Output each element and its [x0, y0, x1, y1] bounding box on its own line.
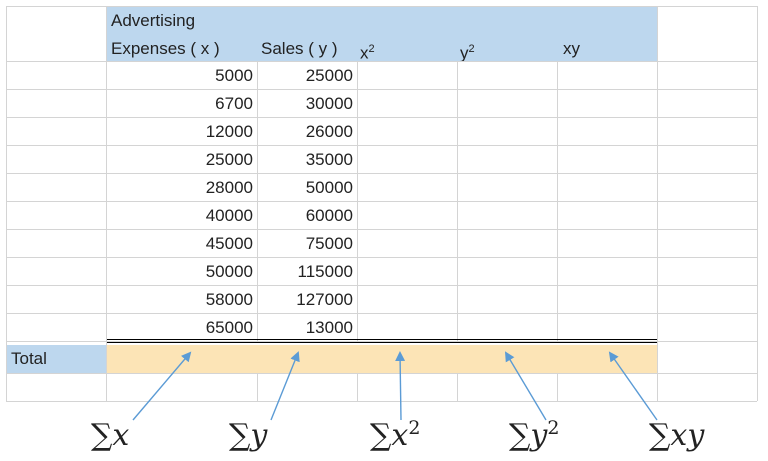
grid-hline: [6, 6, 757, 7]
grid-vline: [557, 373, 558, 401]
header-advertising: Advertising: [111, 11, 196, 30]
cell-y: 35000: [305, 150, 353, 169]
grid-hline: [6, 313, 757, 314]
cell-x: 58000: [205, 290, 253, 309]
cell-y: 60000: [305, 206, 353, 225]
grid-vline: [106, 6, 107, 401]
arrow-sum-xy: [608, 351, 658, 421]
formula-sum-y2: ∑y2: [509, 417, 560, 453]
grid-vline: [657, 6, 658, 401]
grid-vline: [757, 6, 758, 401]
grid-hline: [6, 61, 757, 62]
cell-x: 65000: [205, 318, 253, 337]
arrow-sum-y2: [504, 351, 547, 421]
grid-hline: [6, 401, 757, 402]
formula-sum-x2: ∑x2: [370, 417, 421, 453]
grid-hline: [6, 89, 757, 90]
header-y-squared: y2: [460, 43, 475, 63]
grid-hline: [6, 373, 757, 374]
cell-y: 115000: [297, 262, 353, 281]
grid-vline: [457, 373, 458, 401]
grid-vline: [457, 61, 458, 341]
header-x-squared: x2: [360, 43, 375, 63]
grid-vline: [357, 61, 358, 341]
header-xy: xy: [563, 39, 580, 58]
cell-x: 50000: [205, 262, 253, 281]
header-band: [107, 6, 657, 61]
cell-x: 6700: [215, 94, 253, 113]
cell-y: 26000: [305, 122, 353, 141]
cell-y: 127000: [296, 290, 353, 309]
grid-hline: [6, 173, 757, 174]
cell-y: 75000: [305, 234, 353, 253]
formula-sum-x: ∑x: [91, 418, 130, 453]
total-values-band: [107, 345, 657, 373]
cell-y: 25000: [305, 66, 353, 85]
cell-y: 13000: [305, 318, 353, 337]
cell-x: 40000: [205, 206, 253, 225]
grid-hline: [6, 229, 757, 230]
cell-y: 30000: [305, 94, 353, 113]
grid-hline: [6, 257, 757, 258]
arrow-sum-y: [270, 351, 300, 421]
header-sales-y: Sales ( y ): [261, 39, 338, 58]
grid-vline: [6, 6, 7, 401]
cell-x: 25000: [205, 150, 253, 169]
total-label-cell: Total: [6, 345, 106, 373]
grid-vline: [357, 373, 358, 401]
cell-x: 5000: [215, 66, 253, 85]
header-expenses-x: Expenses ( x ): [111, 39, 220, 58]
grid-vline: [257, 373, 258, 401]
formula-sum-xy: ∑xy: [649, 418, 705, 453]
total-double-border-top: [107, 339, 657, 340]
total-double-border-bottom: [107, 342, 657, 343]
grid-vline: [557, 61, 558, 341]
cell-x: 12000: [205, 122, 253, 141]
grid-hline: [6, 201, 757, 202]
grid-hline: [6, 117, 757, 118]
cell-x: 28000: [205, 178, 253, 197]
grid-hline: [6, 341, 757, 342]
cell-y: 50000: [305, 178, 353, 197]
cell-x: 45000: [205, 234, 253, 253]
arrow-sum-x: [132, 351, 192, 421]
grid-vline: [257, 61, 258, 341]
grid-hline: [6, 285, 757, 286]
formula-sum-y: ∑y: [229, 418, 268, 453]
grid-hline: [6, 145, 757, 146]
arrow-sum-x2: [395, 351, 406, 421]
